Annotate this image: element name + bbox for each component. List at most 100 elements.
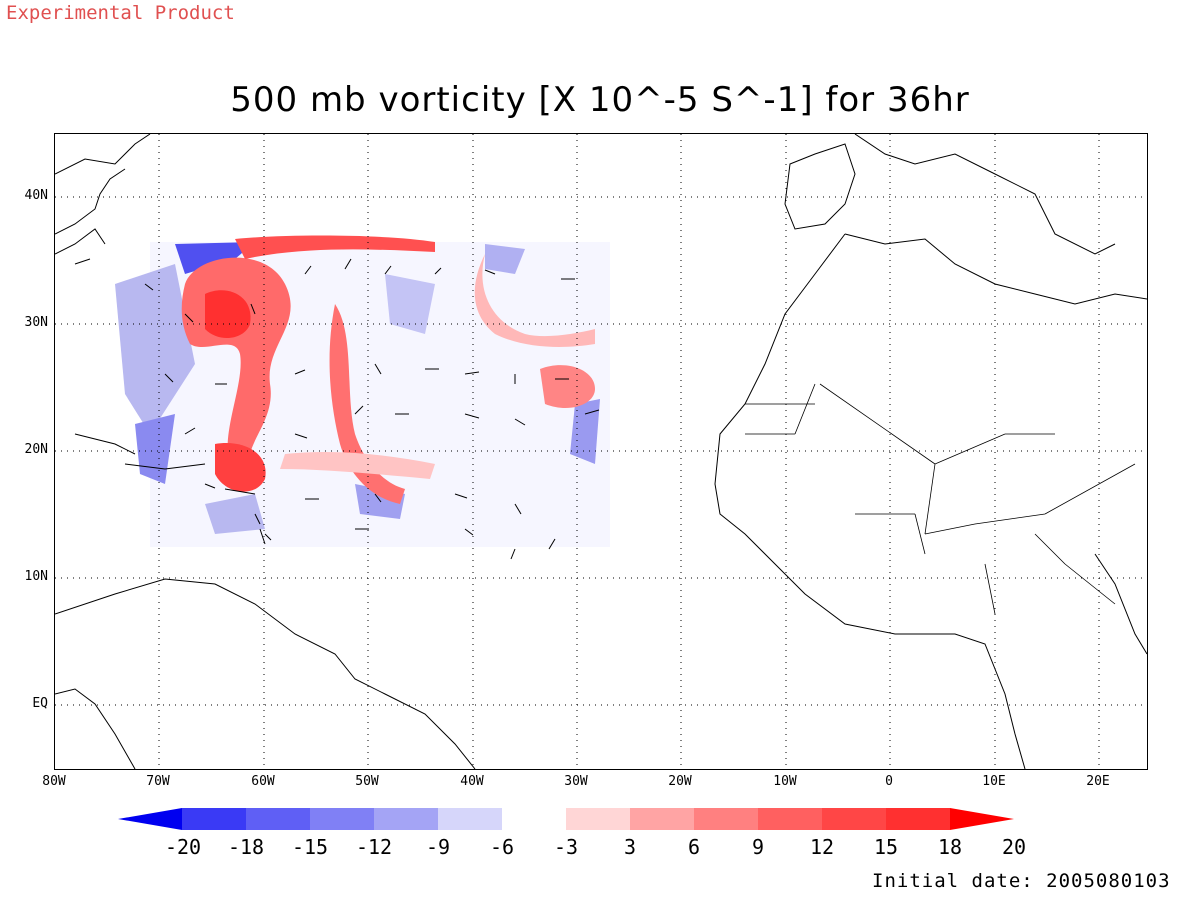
wind-arrow <box>304 265 312 275</box>
positive-region <box>540 365 595 409</box>
colorbar-label: 12 <box>809 835 835 859</box>
wind-arrow <box>514 503 522 515</box>
coastline-africa-north <box>844 233 1147 305</box>
positive-region <box>215 443 266 492</box>
colorbar-label: -20 <box>164 835 202 859</box>
colorbar-box <box>822 808 886 830</box>
lat-label-eq: EQ <box>32 696 48 711</box>
lat-label-10n: 10N <box>24 569 48 584</box>
wind-arrow <box>164 373 174 383</box>
colorbar-label: -9 <box>425 835 451 859</box>
graticule <box>55 134 1147 769</box>
lon-label-20e: 20E <box>1086 774 1110 789</box>
negative-region <box>115 264 195 434</box>
lon-label-20w: 20W <box>668 774 692 789</box>
wind-arrow <box>454 493 468 499</box>
colorbar-arrow-high <box>950 808 1014 830</box>
negative-region <box>385 274 435 334</box>
country-borders <box>745 383 1136 615</box>
map-canvas <box>55 134 1147 769</box>
colorbar-box <box>502 808 566 830</box>
colorbar <box>118 808 1014 830</box>
wind-arrow <box>374 363 382 375</box>
wind-arrow <box>374 493 382 503</box>
wind-arrow <box>144 283 154 291</box>
lon-label-0: 0 <box>885 774 893 789</box>
wind-arrow <box>434 267 442 275</box>
map-title: 500 mb vorticity [X 10^-5 S^-1] for 36hr <box>230 80 970 120</box>
coastline-caribbean <box>74 433 266 545</box>
colorbar-arrow-low <box>118 808 182 830</box>
colorbar-box <box>374 808 438 830</box>
wind-vectors <box>144 258 600 560</box>
coastline-south-america <box>55 578 476 769</box>
coastline-iberia <box>784 143 856 230</box>
lon-label-10w: 10W <box>773 774 797 789</box>
colorbar-box <box>630 808 694 830</box>
wind-arrow <box>464 413 480 419</box>
coastline-north-america <box>55 134 151 265</box>
map-panel <box>54 133 1148 770</box>
positive-region <box>205 290 251 339</box>
wind-arrow <box>548 538 556 550</box>
positive-region <box>474 254 595 347</box>
wind-arrow <box>464 528 474 536</box>
lon-label-30w: 30W <box>564 774 588 789</box>
negative-region <box>570 399 600 464</box>
coastline-europe <box>854 134 1116 255</box>
colorbar-label: -15 <box>291 835 329 859</box>
colorbar-label: -18 <box>227 835 265 859</box>
wind-arrow <box>464 371 480 375</box>
colorbar-label: 18 <box>937 835 963 859</box>
colorbar-box <box>566 808 630 830</box>
wind-arrow <box>510 548 516 560</box>
negative-region <box>485 244 525 274</box>
colorbar-label: 9 <box>751 835 765 859</box>
positive-region <box>235 235 435 259</box>
negative-region <box>175 242 255 274</box>
vorticity-field <box>115 235 610 547</box>
coastline-africa-west <box>714 233 1026 769</box>
lat-label-20n: 20N <box>24 442 48 457</box>
wind-arrow <box>584 409 600 415</box>
colorbar-box <box>694 808 758 830</box>
wind-arrow <box>484 269 496 275</box>
colorbar-box <box>438 808 502 830</box>
lon-label-10e: 10E <box>982 774 1006 789</box>
colorbar-label: 20 <box>1001 835 1027 859</box>
lat-label-30n: 30N <box>24 315 48 330</box>
wind-arrow <box>184 427 196 435</box>
wind-arrow <box>250 303 256 315</box>
wind-arrow <box>294 369 306 375</box>
colorbar-label: -6 <box>489 835 515 859</box>
colorbar-box <box>758 808 822 830</box>
colorbar-label: 6 <box>687 835 701 859</box>
lon-label-70w: 70W <box>146 774 170 789</box>
coastline-africa-east <box>1094 553 1147 655</box>
positive-region <box>280 452 435 479</box>
colorbar-box <box>246 808 310 830</box>
lat-label-40n: 40N <box>24 188 48 203</box>
coastlines <box>55 134 1147 769</box>
negative-region <box>205 494 265 534</box>
lon-label-40w: 40W <box>460 774 484 789</box>
wind-arrow <box>354 405 364 415</box>
wind-arrow <box>294 433 308 439</box>
lon-label-60w: 60W <box>251 774 275 789</box>
colorbar-label: 3 <box>623 835 637 859</box>
colorbar-boxes <box>118 808 1014 830</box>
colorbar-label: 15 <box>873 835 899 859</box>
lon-label-50w: 50W <box>355 774 379 789</box>
colorbar-box <box>886 808 950 830</box>
colorbar-box <box>182 808 246 830</box>
wind-arrow <box>264 533 272 541</box>
wind-arrow <box>204 483 216 489</box>
experimental-product-tag: Experimental Product <box>6 2 235 24</box>
lon-label-80w: 80W <box>42 774 66 789</box>
wind-arrow <box>384 265 392 275</box>
initial-date-label: Initial date: 2005080103 <box>872 870 1171 892</box>
colorbar-label: -12 <box>355 835 393 859</box>
colorbar-label: -3 <box>553 835 579 859</box>
wind-arrow <box>344 258 352 270</box>
colorbar-box <box>310 808 374 830</box>
